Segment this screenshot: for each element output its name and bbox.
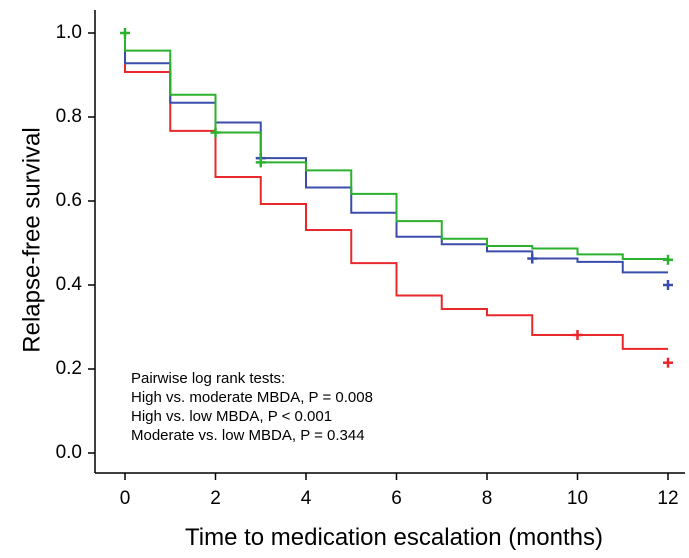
axes <box>94 10 685 474</box>
censor-mark <box>255 157 266 168</box>
y-tick-label: 0.6 <box>56 190 82 211</box>
y-tick-label: 0.8 <box>56 106 82 127</box>
censor-mark <box>663 254 673 265</box>
survival-curve-1 <box>124 33 668 350</box>
censor-mark <box>663 280 673 290</box>
y-axis-title: Relapse-free survival <box>18 127 45 352</box>
censor-mark <box>210 127 221 138</box>
annotation-line: High vs. moderate MBDA, P = 0.008 <box>131 389 373 406</box>
censor-mark <box>527 253 538 264</box>
annotation-line: Moderate vs. low MBDA, P = 0.344 <box>131 427 365 444</box>
y-tick-label: 0.4 <box>56 274 83 295</box>
censor-mark <box>120 28 130 38</box>
x-tick-label: 2 <box>210 488 221 509</box>
x-axis-title: Time to medication escalation (months) <box>185 524 603 551</box>
censor-mark <box>663 357 673 368</box>
ticks: 0 2 4 6 8 10 12 0.0 0.2 0.4 0.6 0.8 1.0 <box>56 22 679 509</box>
x-tick-label: 10 <box>567 488 588 509</box>
y-tick-label: 0.0 <box>56 442 82 463</box>
x-tick-label: 0 <box>120 488 131 509</box>
survival-curve-3 <box>124 33 668 260</box>
log-rank-annotation: Pairwise log rank tests: High vs. moderat… <box>131 370 373 444</box>
survival-curves <box>120 28 673 368</box>
x-tick-label: 6 <box>391 488 402 509</box>
y-tick-label: 0.2 <box>56 358 82 379</box>
x-tick-label: 12 <box>657 488 678 509</box>
annotation-line: Pairwise log rank tests: <box>131 370 285 387</box>
censor-mark <box>572 329 583 340</box>
survival-curve-2 <box>124 33 668 274</box>
x-tick-label: 4 <box>301 488 312 509</box>
y-tick-label: 1.0 <box>56 22 82 43</box>
annotation-line: High vs. low MBDA, P < 0.001 <box>131 408 332 425</box>
x-tick-label: 8 <box>482 488 493 509</box>
